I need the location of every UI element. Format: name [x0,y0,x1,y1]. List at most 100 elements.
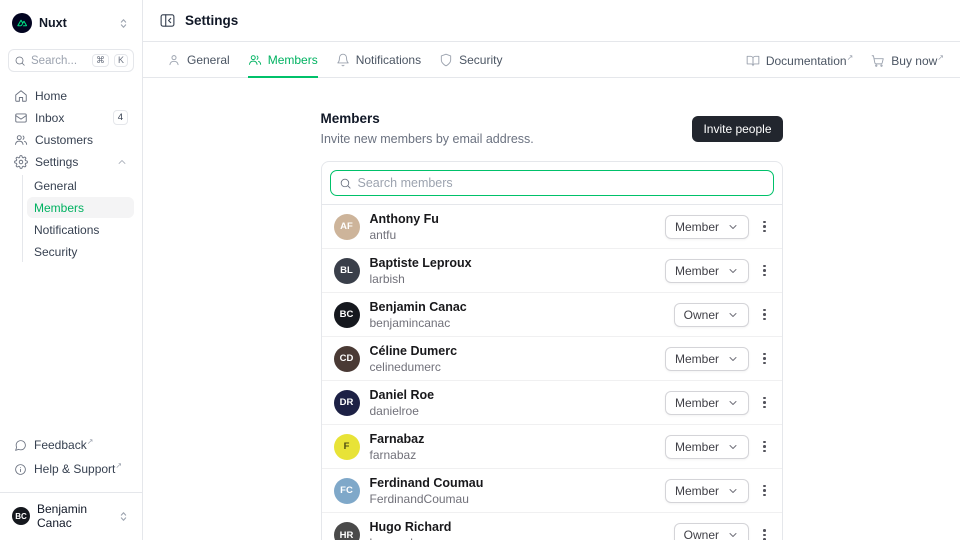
member-menu-button[interactable] [759,219,770,235]
tab-security[interactable]: Security [439,42,502,77]
external-link-icon: ↗ [115,461,123,470]
kebab-icon [763,484,766,488]
kebab-icon [763,352,766,356]
tab-general[interactable]: General [167,42,230,77]
member-role-select[interactable]: Member [664,434,749,459]
chevron-down-icon [729,400,737,405]
sidebar-item-home[interactable]: Home [8,85,134,106]
chevron-down-icon [729,268,737,273]
member-name: Ferdinand Coumau [369,475,484,490]
members-list: AF Anthony Fu antfu Member BL Baptiste L… [321,205,782,540]
section-subtitle: Invite new members by email address. [320,132,534,146]
member-avatar: AF [333,213,360,240]
members-card: AF Anthony Fu antfu Member BL Baptiste L… [320,161,783,540]
member-menu-button[interactable] [759,395,770,411]
search-icon [15,56,25,66]
sidebar-nav: Home Inbox 4 Customers Settings General … [8,85,134,262]
sidebar-item-label: Inbox [35,110,65,125]
members-search-field [329,170,774,196]
member-menu-button[interactable] [759,351,770,367]
sidebar-item-label: Home [35,88,68,103]
member-row: FC Ferdinand Coumau FerdinandCoumau Memb… [321,469,782,513]
invite-people-button[interactable]: Invite people [692,115,783,142]
chevron-down-icon [729,444,737,449]
member-menu-button[interactable] [759,307,770,323]
team-switcher[interactable]: Nuxt [8,10,134,36]
users-icon [14,134,28,145]
member-avatar: CD [333,345,360,372]
kebab-icon [763,308,766,312]
sidebar-search-placeholder: Search... [31,54,78,67]
member-name: Daniel Roe [369,387,435,402]
tab-label: General [187,52,230,67]
chevron-down-icon [729,488,737,493]
help-support-link[interactable]: Help & Support↗ [8,460,134,482]
members-search-input[interactable] [357,176,765,190]
member-role-select[interactable]: Member [664,390,749,415]
member-username: FerdinandCoumau [369,491,469,506]
member-username: farnabaz [369,447,417,462]
header-link-label: Buy now↗ [891,52,944,68]
member-menu-button[interactable] [759,439,770,455]
chevron-down-icon [729,224,737,229]
member-menu-button[interactable] [759,263,770,279]
member-role-value: Member [674,219,719,234]
collapse-sidebar-icon[interactable] [159,12,176,29]
bell-icon [337,53,349,66]
member-role-select[interactable]: Member [664,258,749,283]
buy-now-link[interactable]: Buy now↗ [871,52,944,68]
member-name: Baptiste Leproux [369,255,472,270]
main-area: Settings General Members Notifications [143,0,960,540]
header-links: Documentation↗ Buy now↗ [746,42,944,77]
documentation-link[interactable]: Documentation↗ [746,52,853,68]
shield-icon [440,53,452,66]
member-username: danielroe [369,403,419,418]
member-role-select[interactable]: Owner [673,523,749,540]
member-role-select[interactable]: Member [664,346,749,371]
kbd-cmd: ⌘ [91,53,109,68]
tab-members[interactable]: Members [247,42,318,78]
member-row: F Farnabaz farnabaz Member [321,425,782,469]
chevron-up-icon [118,159,126,164]
member-role-value: Member [674,483,719,498]
content: Members Invite new members by email addr… [143,78,960,540]
external-link-icon: ↗ [937,52,944,62]
feedback-link[interactable]: Feedback↗ [8,436,134,458]
member-role-select[interactable]: Member [664,478,749,503]
user-menu-button[interactable]: BC Benjamin Canac [8,495,134,532]
member-username: antfu [369,227,397,242]
sidebar-item-customers[interactable]: Customers [8,129,134,150]
sidebar-item-inbox[interactable]: Inbox 4 [8,107,134,128]
person-icon [169,54,179,65]
member-role-value: Member [674,439,719,454]
member-row: CD Céline Dumerc celinedumerc Member [321,337,782,381]
tabs-bar: General Members Notifications Security [143,42,960,78]
member-role-select[interactable]: Owner [673,302,749,327]
member-role-select[interactable]: Member [664,214,749,239]
member-username: celinedumerc [369,359,441,374]
member-role-value: Owner [683,307,719,322]
tab-notifications[interactable]: Notifications [336,42,421,77]
chevron-down-icon [729,356,737,361]
member-menu-button[interactable] [759,527,770,540]
sidebar-item-settings[interactable]: Settings [8,151,134,172]
info-circle-icon [15,464,26,475]
section-title: Members [320,111,380,126]
subnav-label: Members [34,200,85,215]
member-row: BL Baptiste Leproux larbish Member [321,249,782,293]
sidebar-item-notifications[interactable]: Notifications [27,219,134,240]
user-avatar: BC [12,507,30,525]
member-avatar: FC [333,477,360,504]
sidebar-item-members[interactable]: Members [27,197,134,218]
sidebar-item-general[interactable]: General [27,175,134,196]
member-username: larbish [369,271,405,286]
sidebar-search[interactable]: Search... ⌘ K [8,49,134,72]
member-row: HR Hugo Richard hugorcd Owner [322,513,782,540]
member-username: hugorcd [370,536,452,540]
inbox-badge: 4 [112,110,128,125]
sidebar-item-security[interactable]: Security [27,241,134,262]
sidebar: Nuxt Search... ⌘ K Home Inbox 4 Cust [0,0,143,540]
subnav-label: Notifications [34,222,100,237]
member-menu-button[interactable] [759,483,770,499]
subnav-label: Security [34,244,78,259]
